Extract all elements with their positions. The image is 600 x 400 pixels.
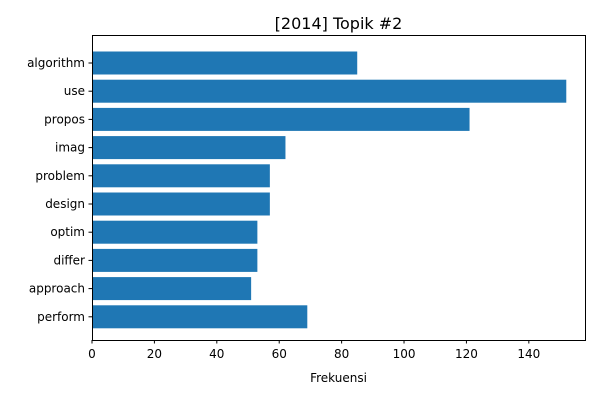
- x-tick-label: 140: [517, 347, 540, 361]
- bar-design: [92, 192, 270, 216]
- bars-group: [92, 51, 567, 329]
- y-tick-label: perform: [37, 310, 85, 324]
- bar-problem: [92, 164, 270, 188]
- x-axis-label: Frekuensi: [310, 371, 367, 385]
- bar-propos: [92, 107, 470, 131]
- bar-imag: [92, 136, 286, 160]
- x-tick-label: 60: [272, 347, 287, 361]
- y-tick-label: design: [45, 197, 85, 211]
- y-tick-label: approach: [29, 282, 85, 296]
- bar-differ: [92, 248, 258, 272]
- bar-algorithm: [92, 51, 358, 75]
- y-axis-ticks: algorithm use propos imag problem design optim…: [27, 56, 92, 324]
- x-tick-label: 40: [209, 347, 224, 361]
- bar-use: [92, 79, 567, 103]
- y-tick-label: use: [64, 84, 85, 98]
- y-tick-label: algorithm: [27, 56, 85, 70]
- x-tick-label: 20: [147, 347, 162, 361]
- bar-perform: [92, 305, 308, 329]
- y-tick-label: optim: [50, 225, 85, 239]
- x-tick-label: 80: [334, 347, 349, 361]
- y-tick-label: differ: [53, 253, 85, 267]
- x-tick-label: 100: [393, 347, 416, 361]
- bar-optim: [92, 220, 258, 244]
- y-tick-label: imag: [55, 141, 85, 155]
- y-tick-label: propos: [44, 112, 85, 126]
- plot-frame: [92, 35, 586, 341]
- x-axis-ticks: 0 20 40 60 80 100 120 140: [88, 340, 540, 361]
- x-tick-label: 120: [455, 347, 478, 361]
- bar-approach: [92, 277, 252, 301]
- chart-title: [2014] Topik #2: [275, 14, 403, 33]
- x-tick-label: 0: [88, 347, 96, 361]
- y-tick-label: problem: [35, 169, 85, 183]
